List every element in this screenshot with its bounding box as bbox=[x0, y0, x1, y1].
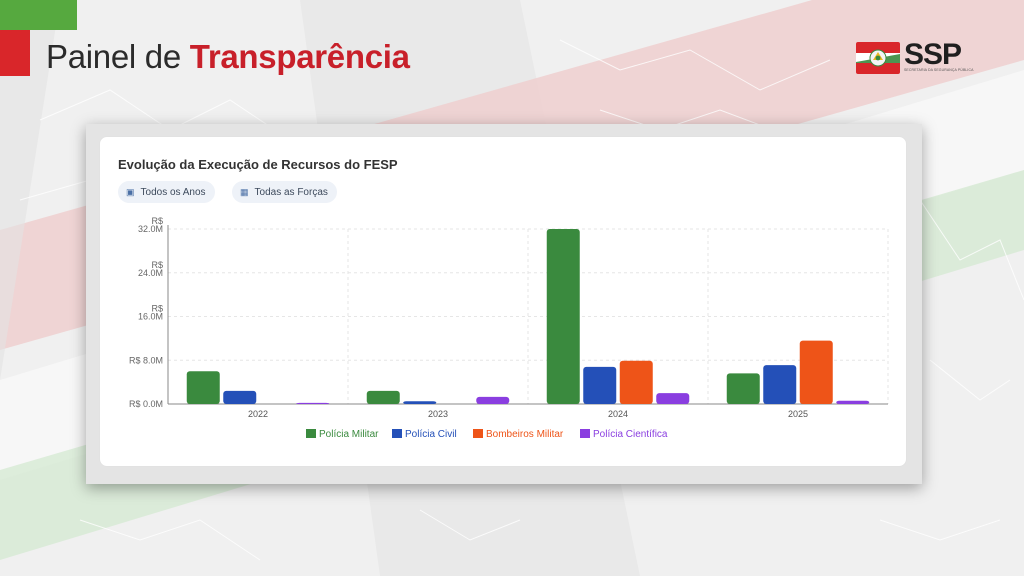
filter-years-label: Todos os Anos bbox=[140, 186, 206, 198]
legend-swatch bbox=[580, 429, 590, 438]
building-icon: ▦ bbox=[240, 186, 249, 197]
bar-2024-1 bbox=[583, 366, 617, 404]
x-tick-label: 2024 bbox=[608, 409, 628, 419]
legend-swatch bbox=[473, 429, 483, 438]
bar-2024-3 bbox=[656, 393, 690, 404]
chart-title: Evolução da Execução de Recursos do FESP bbox=[118, 157, 398, 172]
flag-emblem-icon bbox=[856, 42, 900, 74]
x-tick-label: 2023 bbox=[428, 409, 448, 419]
logo-subtitle: SECRETARIA DA SEGURANÇA PÚBLICA bbox=[904, 68, 974, 72]
bar-2023-1 bbox=[403, 401, 437, 404]
bar-2022-3 bbox=[296, 402, 330, 404]
title-accent: Transparência bbox=[189, 38, 410, 75]
bar-2023-3 bbox=[476, 396, 510, 404]
bar-2025-3 bbox=[836, 400, 870, 404]
legend-label: Polícia Científica bbox=[593, 429, 668, 440]
bar-2024-0 bbox=[546, 229, 580, 404]
corner-accent-red bbox=[0, 30, 30, 76]
y-tick-label: R$ 0.0M bbox=[129, 399, 163, 409]
bar-2025-2 bbox=[799, 340, 833, 404]
page-title: Painel de Transparência bbox=[46, 38, 410, 76]
y-tick-label: R$ 8.0M bbox=[129, 355, 163, 365]
bar-2022-1 bbox=[223, 390, 257, 404]
bar-2025-0 bbox=[726, 373, 760, 404]
title-prefix: Painel de bbox=[46, 38, 181, 75]
legend-swatch bbox=[306, 429, 316, 438]
legend-label: Polícia Militar bbox=[319, 429, 379, 440]
y-tick-label: R$ 24.0M bbox=[138, 260, 163, 278]
calendar-icon: ▣ bbox=[126, 186, 135, 197]
filter-forces-label: Todas as Forças bbox=[254, 186, 328, 198]
corner-accent-green bbox=[0, 0, 77, 30]
y-tick-label: R$ 32.0M bbox=[138, 216, 163, 234]
filter-forces-button[interactable]: ▦ Todas as Forças bbox=[232, 181, 337, 203]
logo-text: SSP bbox=[904, 38, 962, 71]
legend-swatch bbox=[392, 429, 402, 438]
x-tick-label: 2022 bbox=[248, 409, 268, 419]
y-tick-label: R$ 16.0M bbox=[138, 304, 163, 322]
legend-label: Bombeiros Militar bbox=[486, 429, 564, 440]
filter-years-button[interactable]: ▣ Todos os Anos bbox=[118, 181, 215, 203]
bar-2025-1 bbox=[763, 365, 797, 404]
bar-chart: R$ 0.0M R$ 8.0M R$ 16.0M R$ 24.0M R$ 32.0M 2022 2… bbox=[129, 216, 889, 440]
legend-label: Polícia Civil bbox=[405, 429, 457, 440]
chart-card: Evolução da Execução de Recursos do FESP… bbox=[99, 136, 907, 467]
bar-2022-0 bbox=[186, 371, 220, 404]
x-tick-label: 2025 bbox=[788, 409, 808, 419]
bar-2024-2 bbox=[619, 360, 653, 404]
ssp-logo: SSP SECRETARIA DA SEGURANÇA PÚBLICA bbox=[856, 38, 973, 76]
bar-2023-0 bbox=[366, 390, 400, 404]
